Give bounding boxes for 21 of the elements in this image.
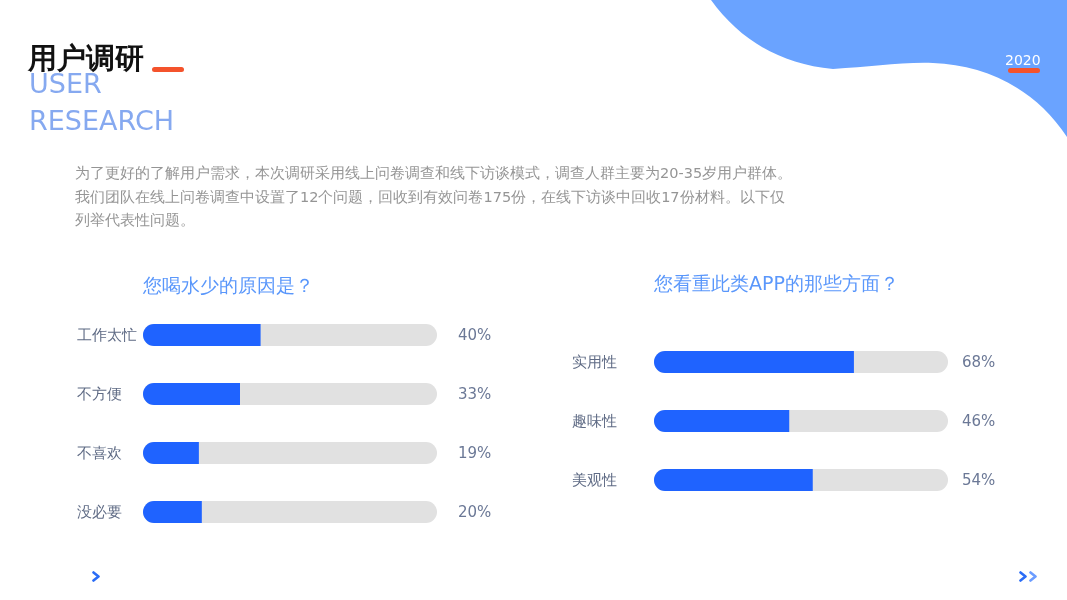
data-label: 68% [962,353,996,372]
data-label: 46% [962,412,996,431]
y-tick-label: 实用性 [572,352,617,371]
bar [143,501,202,523]
y-tick-label: 趣味性 [572,411,617,430]
text: 2020 [1005,51,1041,69]
y-tick-label: 美观性 [572,470,617,489]
data-label: 20% [458,503,492,522]
bar [143,442,199,464]
data-label: 40% [458,326,492,345]
data-label: 54% [962,471,996,490]
data-label: 19% [458,444,492,463]
y-tick-label: 不喜欢 [77,443,122,462]
y-tick-label: 没必要 [77,502,122,521]
text: 我们团队在线上问卷调查中设置了12个问题，回收到有效问卷175份，在线下访谈中回收17份材料。以下仅列举代表性问题。 [75,187,786,230]
chart-title: 您喝水少的原因是？ [143,273,314,298]
chart-title: 您看重此类APP的那些方面？ [654,271,899,296]
y-tick-label: 不方便 [77,384,122,403]
data-label: 33% [458,385,492,404]
y-tick-label: 工作太忙 [77,325,137,344]
text: 为了更好的了解用户需求，本次调研采用线上问卷调查和线下访谈模式，调查人群主要为20-35岁用户群体。 [75,164,793,183]
